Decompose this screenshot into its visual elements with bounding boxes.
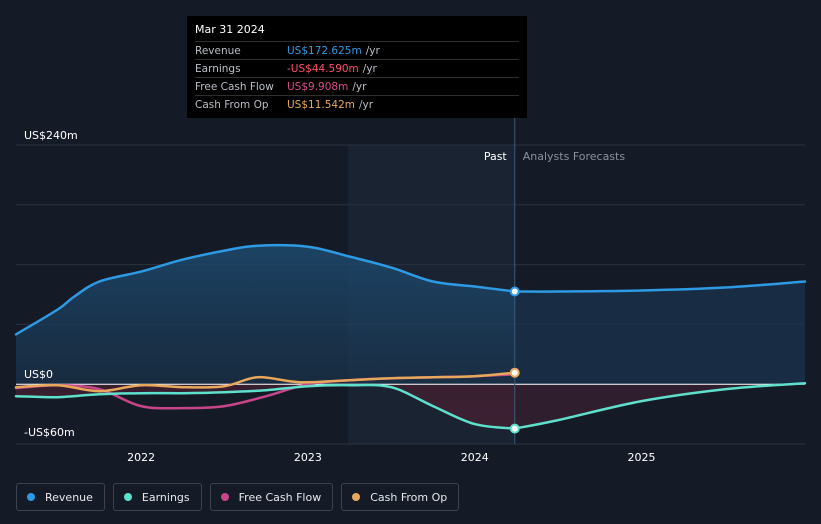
tooltip-value: US$11.542m xyxy=(287,98,355,111)
earnings-dot-icon xyxy=(123,493,132,501)
series-line-revenue-forecast- xyxy=(513,280,807,293)
x-tick-label: 2022 xyxy=(127,451,155,464)
tooltip-value: -US$44.590m xyxy=(287,62,359,75)
y-tick-label: US$0 xyxy=(24,368,53,381)
legend-item-free-cash-flow[interactable]: Free Cash Flow xyxy=(209,483,334,511)
earnings-area xyxy=(16,384,515,429)
legend: Revenue Earnings Free Cash Flow Cash Fro… xyxy=(16,483,460,511)
tooltip-row-revenue: Revenue US$172.625m /yr xyxy=(195,41,519,59)
revenue-forecast-area xyxy=(514,281,805,385)
tooltip-row-cash-from-op: Cash From Op US$11.542m /yr xyxy=(195,95,519,113)
tooltip-date: Mar 31 2024 xyxy=(195,23,265,36)
x-tick-label: 2024 xyxy=(461,451,489,464)
tooltip-unit: /yr xyxy=(352,80,367,93)
revenue-area xyxy=(16,245,515,385)
series-lines xyxy=(14,243,807,430)
legend-label: Cash From Op xyxy=(370,490,448,504)
tooltip-label: Cash From Op xyxy=(195,98,269,111)
legend-label: Free Cash Flow xyxy=(238,490,322,504)
tooltip-value: US$172.625m xyxy=(287,44,362,57)
y-tick-label: -US$60m xyxy=(24,426,75,439)
legend-label: Earnings xyxy=(141,490,190,504)
legend-item-earnings[interactable]: Earnings xyxy=(112,483,202,511)
series-line-earnings xyxy=(14,383,517,430)
earnings-marker xyxy=(509,423,520,434)
y-axis-labels: US$240m US$0 -US$60m xyxy=(24,129,78,439)
tooltip-unit: /yr xyxy=(359,98,374,111)
earnings-forecast-area xyxy=(514,383,805,429)
x-tick-label: 2023 xyxy=(294,451,322,464)
series-line-cash-from-op xyxy=(14,371,517,393)
legend-item-cash-from-op[interactable]: Cash From Op xyxy=(341,483,460,511)
tooltip-unit: /yr xyxy=(365,44,380,57)
tooltip-unit: /yr xyxy=(362,62,377,75)
tooltip: Mar 31 2024 Revenue US$172.625m /yr Earn… xyxy=(187,16,527,118)
x-tick-label: 2025 xyxy=(628,451,656,464)
revenue-dot-icon xyxy=(27,493,35,501)
legend-item-revenue[interactable]: Revenue xyxy=(16,483,105,511)
analysts-forecasts-label: Analysts Forecasts xyxy=(523,150,626,163)
cash-from-op-marker xyxy=(509,367,520,378)
cash-from-op-dot-icon xyxy=(352,493,361,501)
x-axis-labels: 2022 2023 2024 2025 xyxy=(127,451,655,464)
tooltip-value: US$9.908m xyxy=(287,80,349,93)
free-cash-flow-dot-icon xyxy=(220,493,229,501)
revenue-marker xyxy=(509,286,520,297)
series-markers xyxy=(509,286,520,434)
tooltip-row-earnings: Earnings -US$44.590m /yr xyxy=(195,59,519,77)
past-label: Past xyxy=(484,150,508,163)
series-line-earnings-forecast- xyxy=(513,381,807,430)
legend-label: Revenue xyxy=(45,490,93,504)
area-fills xyxy=(16,245,805,429)
tooltip-row-free-cash-flow: Free Cash Flow US$9.908m /yr xyxy=(195,77,519,95)
series-line-revenue xyxy=(14,243,517,336)
tooltip-label: Earnings xyxy=(195,62,241,75)
tooltip-label: Revenue xyxy=(195,44,241,57)
y-tick-label: US$240m xyxy=(24,129,78,142)
tooltip-label: Free Cash Flow xyxy=(195,80,274,93)
